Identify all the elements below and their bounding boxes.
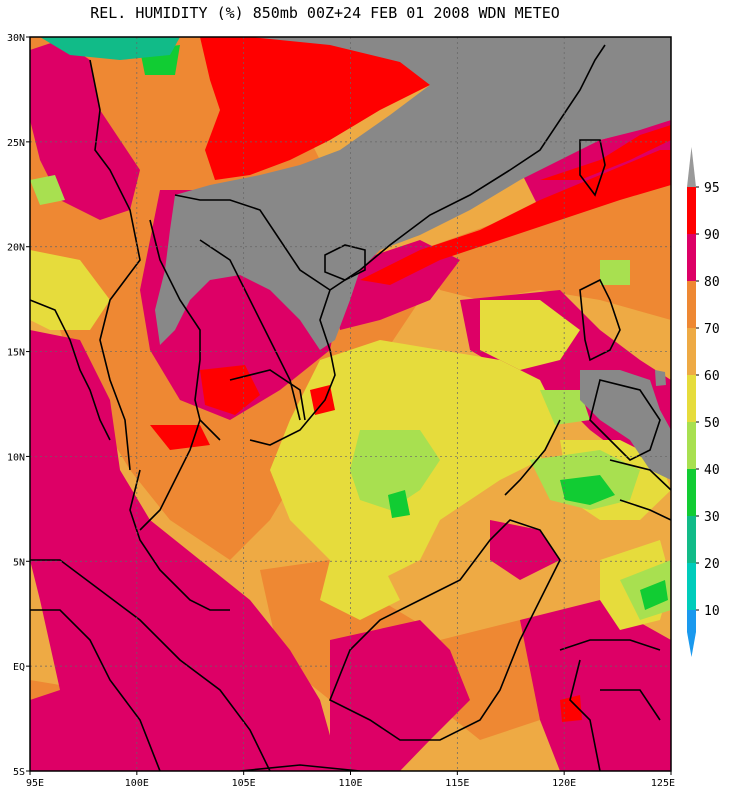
coastlines bbox=[30, 44, 671, 771]
rh-band-60 bbox=[320, 560, 400, 620]
rh-band-95 bbox=[200, 37, 440, 180]
map-title: REL. HUMIDITY (%) 850mb 00Z+24 FEB 01 20… bbox=[90, 4, 560, 22]
coastline-java bbox=[239, 764, 361, 771]
lon-tick-label: 120E bbox=[552, 778, 576, 789]
legend-arrow-top bbox=[687, 147, 696, 187]
lat-tick-label: 15N bbox=[7, 348, 25, 359]
legend-label: 20 bbox=[704, 557, 720, 572]
coastline-philippines-south bbox=[589, 379, 661, 461]
rh-band-50 bbox=[600, 260, 630, 285]
rh-band-95 bbox=[150, 425, 210, 450]
rh-band-60 bbox=[30, 250, 110, 330]
legend-label: 70 bbox=[704, 322, 720, 337]
legend-swatch bbox=[687, 375, 696, 422]
rh-band-50 bbox=[30, 175, 65, 205]
rh-band-60 bbox=[480, 300, 580, 370]
lat-tick-label: 10N bbox=[7, 452, 25, 463]
rh-band-40 bbox=[560, 475, 615, 505]
rh-band-90 bbox=[520, 600, 671, 771]
legend-swatch bbox=[687, 469, 696, 516]
lon-tick-label: 105E bbox=[232, 778, 256, 789]
legend-label: 30 bbox=[704, 510, 720, 525]
lon-tick-label: 100E bbox=[125, 778, 149, 789]
coastline-philippines-luzon bbox=[579, 278, 621, 362]
legend-label: 50 bbox=[704, 416, 720, 431]
rh-band-95 bbox=[360, 150, 671, 285]
legend-swatch bbox=[687, 281, 696, 328]
color-legend: 95 90 80 70 60 50 40 30 20 10 bbox=[687, 147, 720, 657]
rh-band-95 bbox=[560, 695, 582, 722]
border-myanmar bbox=[89, 59, 141, 471]
rh-band-90 bbox=[30, 330, 340, 771]
legend-label: 90 bbox=[704, 228, 720, 243]
coastline-india-bay bbox=[30, 299, 111, 441]
legend-swatch bbox=[687, 187, 696, 234]
coastline-mindanao bbox=[609, 459, 671, 521]
coastline-sulawesi bbox=[559, 639, 661, 771]
coastline-sumatra bbox=[30, 559, 271, 771]
legend-label: 40 bbox=[704, 463, 720, 478]
border-laos bbox=[199, 239, 301, 421]
coastline-sumatra-west bbox=[30, 609, 161, 771]
rh-band-95 bbox=[540, 125, 671, 180]
land-mask bbox=[580, 370, 671, 480]
lon-tick-label: 110E bbox=[338, 778, 362, 789]
rh-band-50 bbox=[540, 390, 590, 425]
lat-tick-label: 30N bbox=[7, 33, 25, 44]
rh-band-40 bbox=[388, 490, 410, 518]
legend-swatch bbox=[687, 563, 696, 610]
legend-label: 80 bbox=[704, 275, 720, 290]
legend-swatch bbox=[687, 328, 696, 375]
rh-band-95 bbox=[200, 365, 260, 415]
coastline-taiwan bbox=[579, 139, 606, 197]
legend-arrow-bottom bbox=[687, 632, 696, 657]
coastline-china bbox=[359, 44, 606, 271]
land-mask bbox=[655, 370, 666, 386]
border-cambodia bbox=[229, 369, 306, 421]
rh-band-40 bbox=[640, 580, 668, 610]
coastline-palawan bbox=[504, 419, 561, 496]
legend-swatch bbox=[687, 234, 696, 281]
rh-band-30 bbox=[40, 37, 180, 60]
legend-swatch bbox=[687, 422, 696, 469]
border-indochina bbox=[174, 194, 331, 291]
legend-label: 60 bbox=[704, 369, 720, 384]
lat-tick-label: 20N bbox=[7, 243, 25, 254]
coastline-vietnam bbox=[249, 269, 361, 446]
coastline-gulf-thailand bbox=[139, 419, 201, 531]
lat-tick-label: 5N bbox=[13, 557, 25, 568]
coastline-hainan bbox=[324, 244, 366, 281]
legend-swatch bbox=[687, 516, 696, 563]
lon-tick-label: 115E bbox=[445, 778, 469, 789]
legend-label: 95 bbox=[704, 181, 720, 196]
lon-tick-label: 95E bbox=[26, 778, 44, 789]
border-thailand bbox=[149, 219, 221, 441]
coastline-malay bbox=[129, 469, 230, 611]
lon-tick-label: 125E bbox=[651, 778, 675, 789]
coastline-borneo bbox=[328, 519, 561, 741]
land-mask bbox=[155, 37, 671, 350]
lat-tick-label: 5S bbox=[13, 767, 25, 778]
grid-lines bbox=[30, 37, 671, 771]
legend-label: 10 bbox=[704, 604, 720, 619]
lat-tick-label: 25N bbox=[7, 138, 25, 149]
lat-tick-label: EQ bbox=[13, 662, 25, 673]
rh-band-90 bbox=[330, 620, 470, 771]
legend-swatch bbox=[687, 610, 696, 632]
rh-band-50 bbox=[350, 430, 440, 510]
